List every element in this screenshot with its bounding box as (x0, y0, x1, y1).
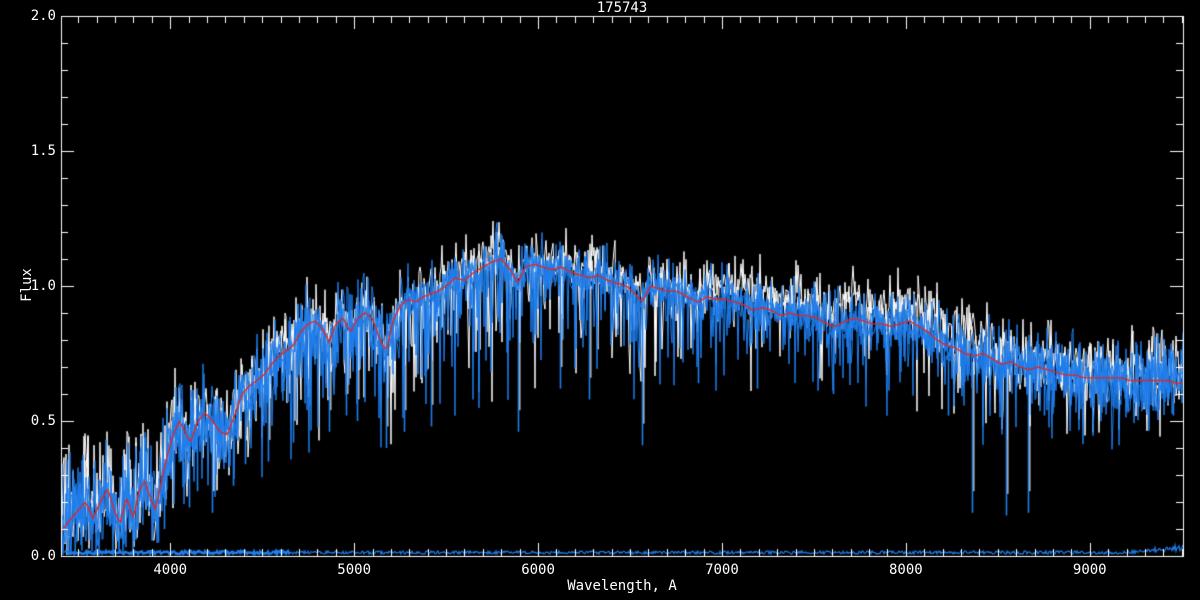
x-tick-label: 8000 (888, 562, 923, 578)
x-tick-label: 4000 (153, 562, 188, 578)
x-tick-label: 5000 (337, 562, 371, 578)
x-tick-label: 7000 (705, 562, 739, 578)
x-tick-label: 6000 (521, 562, 555, 578)
y-tick-label: 2.0 (30, 8, 56, 24)
y-tick-label: 0.5 (30, 413, 56, 429)
x-axis-label: Wavelength, A (567, 578, 677, 594)
y-tick-label: 1.5 (30, 143, 56, 159)
x-tick-label: 9000 (1072, 562, 1107, 578)
y-tick-label: 1.0 (30, 278, 56, 294)
y-tick-label: 0.0 (30, 548, 56, 564)
plot-title: 175743 (596, 0, 648, 16)
